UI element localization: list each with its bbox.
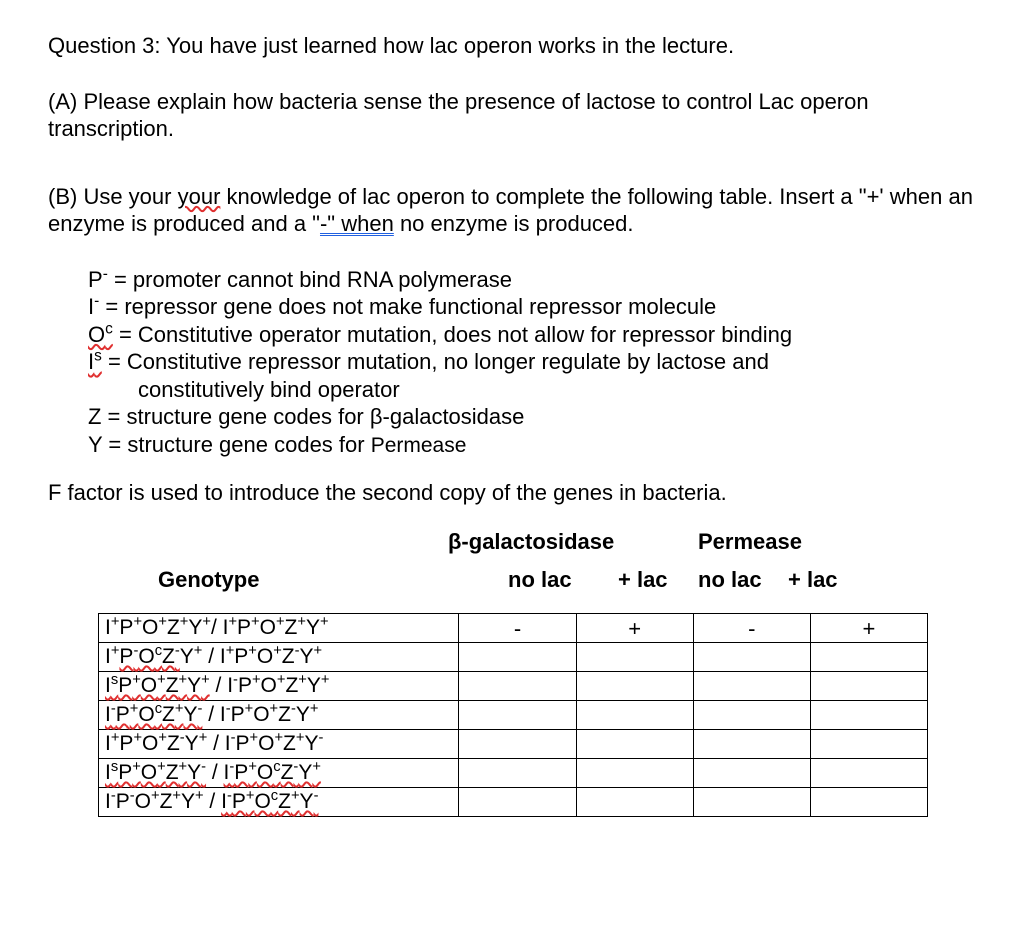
genotype-cell: I+P-OcZ-Y+ / I+P+O+Z-Y+	[99, 643, 459, 672]
hdr-pluslac-1: + lac	[608, 566, 698, 594]
header-row-2: Genotype no lac + lac no lac + lac	[98, 566, 928, 594]
value-cell[interactable]: +	[576, 614, 693, 643]
table-row: IsP+O+Z+Y- / I-P+OcZ-Y+	[99, 759, 928, 788]
part-b-pre: (B) Use your	[48, 184, 178, 209]
value-cell[interactable]	[810, 701, 927, 730]
value-cell[interactable]	[693, 788, 810, 817]
value-cell[interactable]	[459, 672, 576, 701]
table-row: I+P+O+Z+Y+/ I+P+O+Z+Y+-+-+	[99, 614, 928, 643]
table-row: IsP+O+Z+Y+ / I-P+O+Z+Y+	[99, 672, 928, 701]
value-cell[interactable]	[693, 701, 810, 730]
genotype-cell: IsP+O+Z+Y+ / I-P+O+Z+Y+	[99, 672, 459, 701]
def-is-cont: constitutively bind operator	[88, 376, 986, 404]
question-title: Question 3: You have just learned how la…	[48, 32, 986, 60]
value-cell[interactable]	[576, 759, 693, 788]
grammar-when: -" when	[320, 211, 394, 236]
hdr-nolac-1: no lac	[508, 566, 608, 594]
genotype-cell: I+P+O+Z+Y+/ I+P+O+Z+Y+	[99, 614, 459, 643]
hdr-nolac-2: no lac	[698, 566, 788, 594]
hdr-perm: Permease	[668, 528, 898, 556]
value-cell[interactable]	[576, 701, 693, 730]
part-a: (A) Please explain how bacteria sense th…	[48, 88, 986, 143]
part-b: (B) Use your your knowledge of lac opero…	[48, 183, 986, 238]
value-cell[interactable]	[810, 643, 927, 672]
value-cell[interactable]	[693, 759, 810, 788]
hdr-empty	[98, 528, 448, 556]
definitions: P- = promoter cannot bind RNA polymerase…	[48, 266, 986, 459]
genotype-cell: I-P-O+Z+Y+ / I-P+OcZ+Y-	[99, 788, 459, 817]
f-factor: F factor is used to introduce the second…	[48, 479, 986, 507]
genotype-cell: IsP+O+Z+Y- / I-P+OcZ-Y+	[99, 759, 459, 788]
spell-oc: Oc	[88, 322, 113, 347]
header-row-1: β-galactosidase Permease	[98, 528, 928, 556]
def-i-minus: I- = repressor gene does not make functi…	[88, 293, 986, 321]
value-cell[interactable]	[693, 643, 810, 672]
value-cell[interactable]	[576, 672, 693, 701]
value-cell[interactable]	[459, 759, 576, 788]
hdr-pluslac-2: + lac	[788, 566, 868, 594]
genotype-table: I+P+O+Z+Y+/ I+P+O+Z+Y+-+-+I+P-OcZ-Y+ / I…	[98, 613, 928, 817]
hdr-genotype: Genotype	[98, 566, 508, 594]
value-cell[interactable]	[810, 730, 927, 759]
value-cell[interactable]: -	[459, 614, 576, 643]
value-cell[interactable]	[810, 759, 927, 788]
table-row: I-P+OcZ+Y- / I-P+O+Z-Y+	[99, 701, 928, 730]
table-headers: β-galactosidase Permease Genotype no lac…	[98, 528, 928, 593]
genotype-cell: I-P+OcZ+Y- / I-P+O+Z-Y+	[99, 701, 459, 730]
table-row: I+P-OcZ-Y+ / I+P+O+Z-Y+	[99, 643, 928, 672]
value-cell[interactable]: -	[693, 614, 810, 643]
value-cell[interactable]	[459, 701, 576, 730]
def-is: Is = Constitutive repressor mutation, no…	[88, 348, 986, 376]
table-body: I+P+O+Z+Y+/ I+P+O+Z+Y+-+-+I+P-OcZ-Y+ / I…	[99, 614, 928, 817]
value-cell[interactable]	[693, 730, 810, 759]
value-cell[interactable]	[459, 788, 576, 817]
genotype-cell: I+P+O+Z-Y+ / I-P+O+Z+Y-	[99, 730, 459, 759]
value-cell[interactable]	[459, 643, 576, 672]
value-cell[interactable]	[459, 730, 576, 759]
def-oc: Oc = Constitutive operator mutation, doe…	[88, 321, 986, 349]
part-b-end: no enzyme is produced.	[394, 211, 634, 236]
hdr-bgal: β-galactosidase	[448, 528, 668, 556]
value-cell[interactable]	[576, 730, 693, 759]
spell-is: Is	[88, 349, 102, 374]
def-y: Y = structure gene codes for Permease	[88, 431, 986, 459]
value-cell[interactable]: +	[810, 614, 927, 643]
page: Question 3: You have just learned how la…	[0, 0, 1026, 847]
def-p-minus: P- = promoter cannot bind RNA polymerase	[88, 266, 986, 294]
def-z: Z = structure gene codes for β-galactosi…	[88, 403, 986, 431]
value-cell[interactable]	[576, 788, 693, 817]
table-row: I+P+O+Z-Y+ / I-P+O+Z+Y-	[99, 730, 928, 759]
value-cell[interactable]	[810, 788, 927, 817]
value-cell[interactable]	[810, 672, 927, 701]
value-cell[interactable]	[693, 672, 810, 701]
value-cell[interactable]	[576, 643, 693, 672]
table-row: I-P-O+Z+Y+ / I-P+OcZ+Y-	[99, 788, 928, 817]
spell-your: your	[178, 184, 221, 209]
